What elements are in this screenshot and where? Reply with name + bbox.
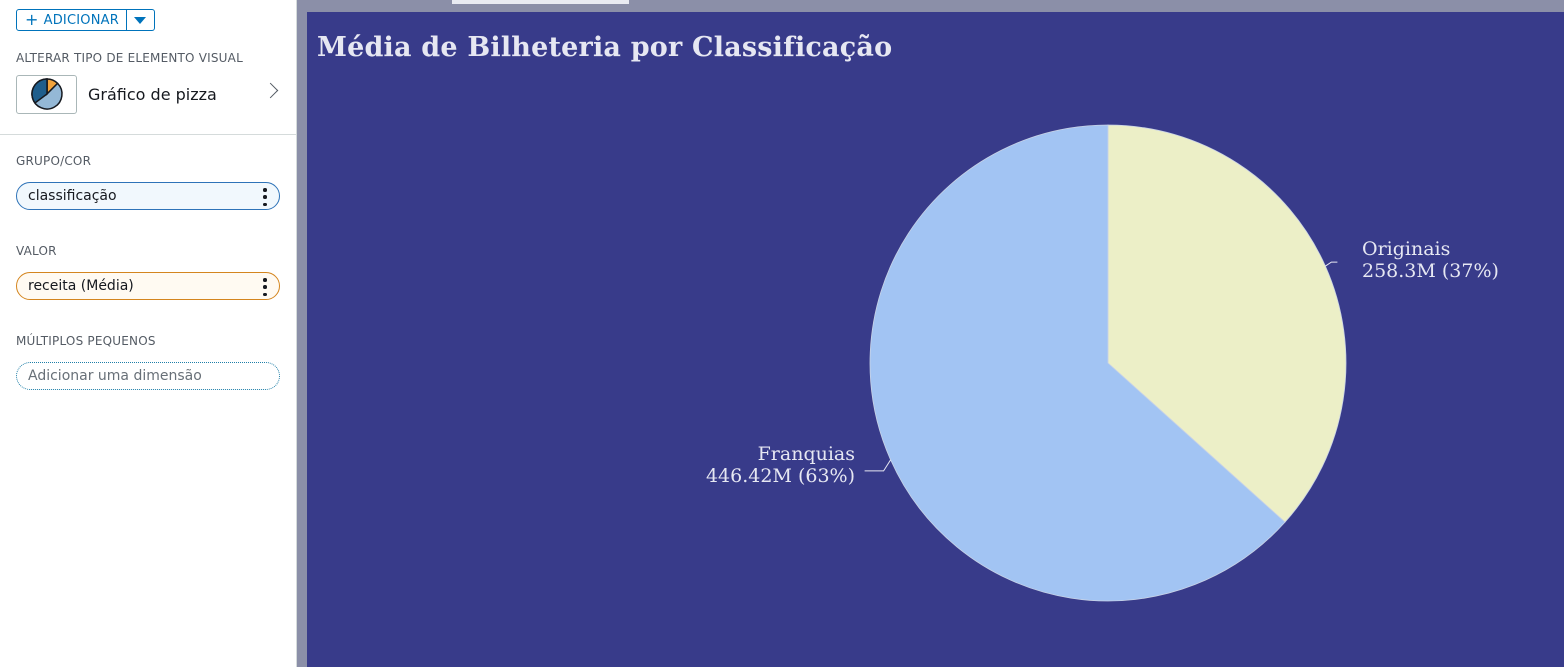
- panel-divider: [0, 134, 296, 135]
- field-wells-panel: + ADICIONAR ALTERAR TIPO DE ELEMENTO VIS…: [0, 0, 297, 667]
- small-multiples-section-label: MÚLTIPLOS PEQUENOS: [16, 334, 156, 348]
- caret-down-icon[interactable]: [126, 9, 155, 31]
- slice-label-originais-value: 258.3M (37%): [1362, 260, 1499, 282]
- visual-type-selector[interactable]: Gráfico de pizza: [16, 73, 279, 115]
- value-section-label: VALOR: [16, 244, 57, 258]
- sheet-tab-active[interactable]: [452, 0, 629, 4]
- slice-label-originais-name: Originais: [1362, 238, 1450, 260]
- more-options-icon[interactable]: [263, 188, 267, 206]
- pie-chart: Originais 258.3M (37%) Franquias 446.42M…: [706, 124, 1499, 602]
- chart-title: Média de Bilheteria por Classificação: [317, 32, 893, 63]
- canvas-gutter: [297, 0, 307, 667]
- visual-type-section-label: ALTERAR TIPO DE ELEMENTO VISUAL: [16, 51, 243, 65]
- add-button[interactable]: + ADICIONAR: [16, 9, 127, 31]
- small-multiples-drop-zone[interactable]: Adicionar uma dimensão: [16, 362, 280, 390]
- chevron-right-icon: [262, 82, 279, 99]
- group-field-well[interactable]: classificação: [16, 182, 280, 210]
- plus-icon: +: [25, 10, 39, 29]
- group-section-label: GRUPO/COR: [16, 154, 92, 168]
- slice-label-franquias-value: 446.42M (63%): [706, 465, 855, 487]
- pie-slice-franquias[interactable]: [869, 124, 1286, 602]
- leader-line-franquias: [864, 459, 892, 472]
- value-field-well[interactable]: receita (Média): [16, 272, 280, 300]
- leader-line-originais: [1325, 261, 1338, 267]
- visual-canvas[interactable]: Média de Bilheteria por Classificação Or…: [307, 12, 1564, 667]
- small-multiples-placeholder: Adicionar uma dimensão: [28, 368, 202, 384]
- add-button-label: ADICIONAR: [43, 12, 119, 28]
- slice-label-franquias-name: Franquias: [758, 443, 855, 465]
- more-options-icon[interactable]: [263, 278, 267, 296]
- add-button-group: + ADICIONAR: [16, 9, 155, 31]
- pie-slice-originais[interactable]: [1107, 124, 1347, 523]
- pie-chart-icon: [16, 74, 77, 114]
- visual-type-label: Gráfico de pizza: [88, 84, 217, 104]
- value-field-label: receita (Média): [28, 278, 134, 294]
- group-field-label: classificação: [28, 188, 117, 204]
